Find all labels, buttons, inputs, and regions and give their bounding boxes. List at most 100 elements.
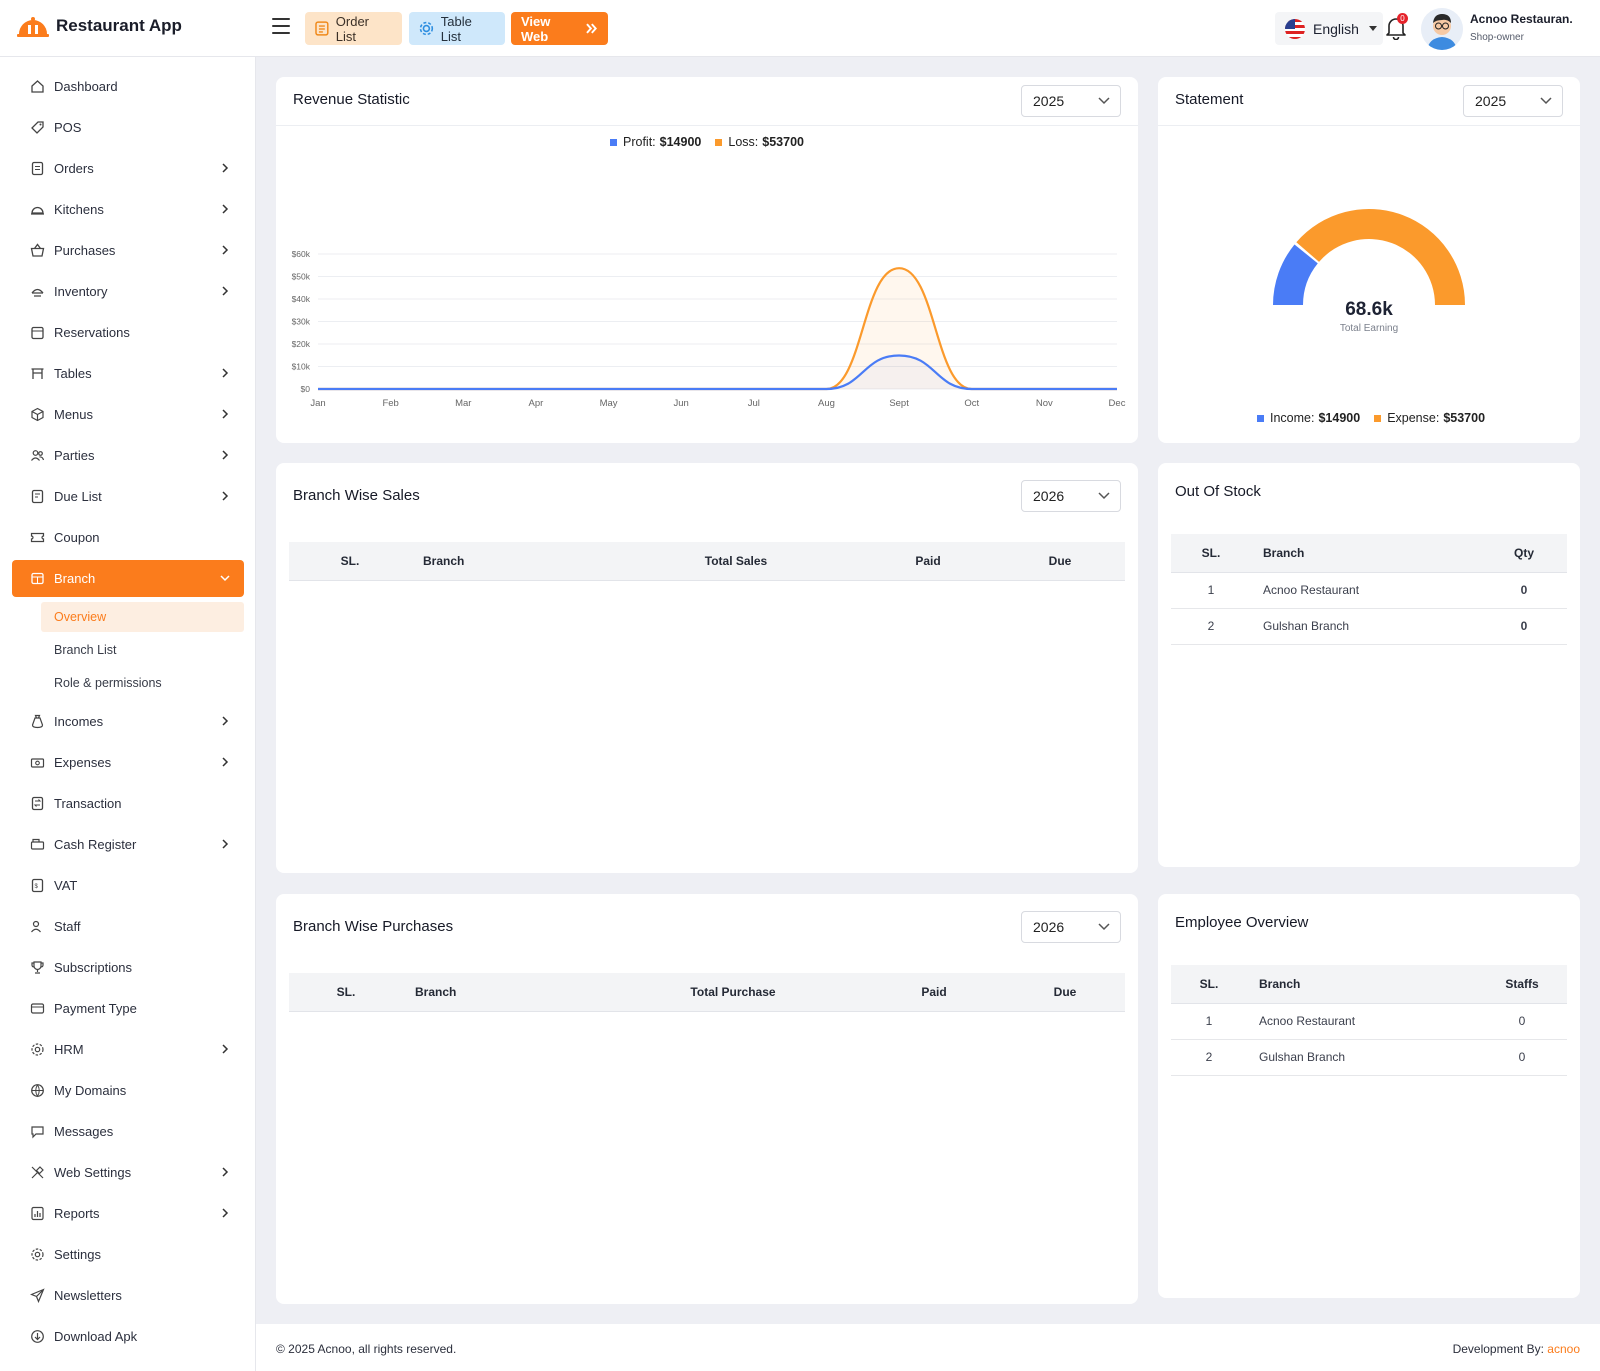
- money-bag-icon: [31, 714, 44, 729]
- x-tick-label: Aug: [818, 398, 835, 409]
- sidebar-item-expenses[interactable]: Expenses: [12, 744, 244, 781]
- sidebar-item-vat[interactable]: $ VAT: [12, 867, 244, 904]
- sidebar-item-label: Purchases: [54, 243, 116, 258]
- sidebar-item-reports[interactable]: Reports: [12, 1195, 244, 1232]
- table-row: 1 Acnoo Restaurant 0: [1171, 572, 1567, 609]
- table-icon: [31, 368, 44, 379]
- y-tick-label: $10k: [292, 362, 311, 372]
- users-icon: [31, 450, 45, 461]
- x-tick-label: Apr: [529, 398, 544, 409]
- order-list-icon: [315, 21, 329, 36]
- card-title: Revenue Statistic: [293, 91, 410, 108]
- table-list-button[interactable]: Table List: [409, 12, 505, 45]
- chevron-right-icon: [222, 204, 229, 214]
- list-icon: [31, 489, 44, 504]
- sidebar-item-hrm[interactable]: HRM: [12, 1031, 244, 1068]
- pos-icon: [31, 121, 44, 134]
- table-row: 1 Acnoo Restaurant 0: [1171, 1003, 1567, 1040]
- sidebar-item-label: Due List: [54, 489, 102, 504]
- column-header: Total Sales: [611, 542, 861, 581]
- sidebar-subitem-branch-list[interactable]: Branch List: [54, 643, 117, 657]
- brand[interactable]: Restaurant App: [16, 14, 182, 38]
- total-earning-label: Total Earning: [1339, 323, 1399, 334]
- avatar[interactable]: [1421, 8, 1463, 50]
- sidebar-item-settings[interactable]: Settings: [12, 1236, 244, 1273]
- sidebar-item-label: Menus: [54, 407, 94, 422]
- revenue-year-select[interactable]: 2025: [1021, 85, 1121, 117]
- sidebar-item-kitchens[interactable]: Kitchens: [12, 191, 244, 228]
- select-value: 2025: [1475, 93, 1507, 109]
- us-flag-icon: [1285, 18, 1305, 39]
- basket-icon: [30, 243, 45, 257]
- sidebar-subitem-overview[interactable]: Overview: [41, 602, 244, 632]
- x-tick-label: Nov: [1036, 398, 1053, 409]
- sidebar-item-my-domains[interactable]: My Domains: [12, 1072, 244, 1109]
- developer-label: Development By:: [1452, 1342, 1544, 1356]
- trophy-icon: [31, 961, 44, 974]
- sidebar-item-label: Download Apk: [54, 1329, 138, 1344]
- dashboard-icon: [31, 80, 44, 93]
- top-header: Restaurant App Order List Table List Vie…: [0, 0, 1600, 57]
- sidebar-item-download-apk[interactable]: Download Apk: [12, 1318, 244, 1355]
- row-branch: Acnoo Restaurant: [1251, 572, 1481, 609]
- column-header: SL.: [289, 973, 403, 1012]
- sidebar-item-due-list[interactable]: Due List: [12, 478, 244, 515]
- sidebar-item-coupon[interactable]: Coupon: [12, 519, 244, 556]
- sidebar-item-label: Reservations: [54, 325, 130, 340]
- sidebar-item-parties[interactable]: Parties: [12, 437, 244, 474]
- view-web-button[interactable]: View Web: [511, 12, 608, 45]
- sidebar-item-newsletters[interactable]: Newsletters: [12, 1277, 244, 1314]
- sidebar-item-label: Inventory: [54, 284, 108, 299]
- table-list-icon: [419, 21, 434, 36]
- legend-expense-swatch: [1374, 414, 1382, 422]
- statement-year-select[interactable]: 2025: [1463, 85, 1563, 117]
- chevron-right-icon: [222, 450, 229, 460]
- developer-link[interactable]: acnoo: [1547, 1342, 1580, 1356]
- sidebar-item-dashboard[interactable]: Dashboard: [12, 68, 244, 105]
- table-header-row: SL. Branch Staffs: [1171, 965, 1567, 1004]
- sales-year-select[interactable]: 2026: [1021, 480, 1121, 512]
- sidebar-item-inventory[interactable]: Inventory: [12, 273, 244, 310]
- payment-icon: [30, 1003, 45, 1014]
- sidebar-item-menus[interactable]: Menus: [12, 396, 244, 433]
- sidebar-item-web-settings[interactable]: Web Settings: [12, 1154, 244, 1191]
- menu-toggle-icon[interactable]: [272, 18, 290, 34]
- statement-card: Statement 2025 68.6k Total Earning Incom…: [1158, 77, 1580, 443]
- coupon-icon: [30, 532, 45, 543]
- language-label: English: [1313, 20, 1359, 37]
- column-header: SL.: [1171, 965, 1247, 1004]
- sidebar-item-branch[interactable]: Branch: [12, 560, 244, 597]
- divider: [276, 125, 1138, 126]
- order-list-button[interactable]: Order List: [305, 12, 402, 45]
- sidebar-item-payment-type[interactable]: Payment Type: [12, 990, 244, 1027]
- chevron-right-icon: [222, 286, 229, 296]
- series-line-loss: [317, 267, 1117, 391]
- purchases-year-select[interactable]: 2026: [1021, 911, 1121, 943]
- y-tick-label: $50k: [292, 272, 311, 282]
- table-header-row: SL. Branch Total Purchase Paid Due: [289, 973, 1125, 1012]
- sidebar-item-pos[interactable]: POS: [12, 109, 244, 146]
- sidebar-item-messages[interactable]: Messages: [12, 1113, 244, 1150]
- sidebar-item-tables[interactable]: Tables: [12, 355, 244, 392]
- sidebar-item-transaction[interactable]: Transaction: [12, 785, 244, 822]
- language-selector[interactable]: English: [1275, 12, 1383, 45]
- sidebar-item-label: Newsletters: [54, 1288, 122, 1303]
- column-header: Paid: [861, 542, 995, 581]
- calendar-icon: [31, 326, 44, 340]
- chevron-right-icon: [222, 368, 229, 378]
- sidebar-item-reservations[interactable]: Reservations: [12, 314, 244, 351]
- notification-bell[interactable]: 0: [1385, 13, 1409, 41]
- branch-wise-sales-card: Branch Wise Sales 2026 SL. Branch Total …: [276, 463, 1138, 873]
- sidebar-item-purchases[interactable]: Purchases: [12, 232, 244, 269]
- sidebar-item-cash-register[interactable]: Cash Register: [12, 826, 244, 863]
- select-value: 2026: [1033, 488, 1065, 504]
- sidebar-item-incomes[interactable]: Incomes: [12, 703, 244, 740]
- download-icon: [31, 1330, 44, 1343]
- sidebar-item-label: Settings: [54, 1247, 101, 1262]
- sidebar-item-label: VAT: [54, 878, 78, 893]
- sidebar-item-staff[interactable]: Staff: [12, 908, 244, 945]
- sidebar-subitem-role-permissions[interactable]: Role & permissions: [54, 676, 162, 690]
- column-header: Branch: [403, 973, 603, 1012]
- sidebar-item-orders[interactable]: Orders: [12, 150, 244, 187]
- sidebar-item-subscriptions[interactable]: Subscriptions: [12, 949, 244, 986]
